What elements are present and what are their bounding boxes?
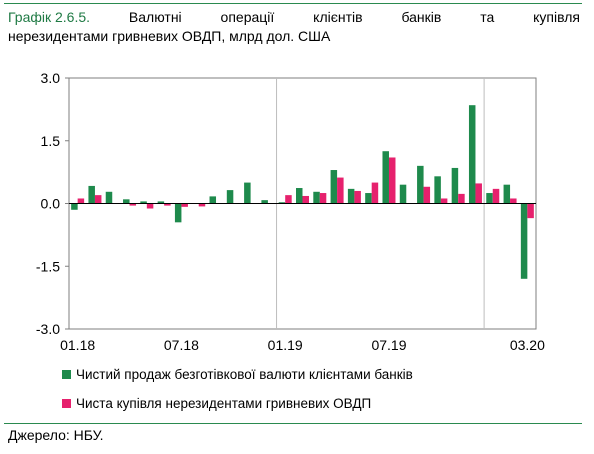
- bar-series-1: [244, 182, 251, 204]
- bar-series-2: [146, 203, 154, 209]
- bar-series-2: [371, 182, 379, 204]
- bar-series-1: [296, 188, 303, 204]
- bar-series-2: [527, 203, 534, 219]
- bar-series-1: [278, 202, 286, 204]
- bar-series-1: [434, 176, 441, 204]
- title-word: та: [480, 9, 495, 25]
- bar-series-1: [88, 185, 95, 204]
- source-note: Джерело: НБУ.: [8, 427, 104, 443]
- y-tick-label: -3.0: [36, 321, 60, 337]
- bar-series-2: [319, 193, 327, 204]
- bar-series-2: [198, 203, 206, 207]
- legend-label-series-2: Чиста купівля нерезидентами гривневих ОВ…: [76, 396, 372, 411]
- title-word: банків: [401, 9, 442, 25]
- bar-series-2: [94, 195, 102, 204]
- bar-series-2: [337, 177, 344, 204]
- bar-series-1: [503, 184, 511, 204]
- x-tick-label: 01.19: [268, 337, 303, 353]
- bar-series-1: [468, 105, 476, 204]
- bar-series-2: [181, 203, 188, 207]
- bar-series-1: [520, 203, 528, 279]
- bar-series-1: [140, 201, 147, 204]
- y-tick-label: 3.0: [41, 70, 61, 86]
- bar-series-1: [174, 203, 182, 223]
- bar-series-1: [382, 151, 389, 204]
- top-rule: [4, 3, 582, 4]
- title-line-2: нерезидентами гривневих ОВДП, млрд дол. …: [8, 28, 331, 44]
- x-tick-label: 07.19: [371, 337, 406, 353]
- bar-series-1: [105, 191, 113, 204]
- legend-swatch-series-1: [62, 370, 71, 379]
- title-word: операції: [220, 9, 275, 25]
- bar-series-2: [475, 183, 482, 204]
- title-word: клієнтів: [313, 9, 363, 25]
- bar-series-1: [313, 191, 320, 204]
- legend-swatch-series-2: [62, 399, 71, 408]
- bar-series-2: [285, 195, 292, 204]
- bar-series-1: [365, 193, 372, 204]
- bar-series-2: [354, 190, 361, 204]
- chart-title: Графік 2.6.5. Валютні операції клієнтів …: [8, 8, 580, 46]
- bar-series-1: [347, 188, 355, 204]
- bar-series-1: [157, 201, 165, 204]
- bar-series-2: [440, 198, 448, 204]
- y-tick-label: 0.0: [41, 196, 61, 212]
- bar-series-2: [510, 198, 517, 204]
- bar-series-2: [388, 157, 396, 204]
- x-tick-label: 01.18: [60, 337, 95, 353]
- bar-series-1: [71, 203, 78, 210]
- y-tick-label: -1.5: [36, 258, 60, 274]
- title-line-1: Графік 2.6.5. Валютні операції клієнтів …: [8, 8, 580, 27]
- bar-series-1: [261, 200, 268, 204]
- bar-series-1: [451, 167, 459, 204]
- y-tick-label: 1.5: [41, 133, 61, 149]
- title-label: Графік 2.6.5.: [8, 9, 91, 25]
- bar-series-2: [164, 203, 171, 206]
- bar-series-2: [423, 186, 431, 204]
- bar-series-1: [330, 170, 338, 204]
- legend-label-series-1: Чистий продаж безготівкової валюти клієн…: [76, 367, 413, 382]
- bar-series-1: [226, 190, 234, 204]
- bar-series-1: [123, 199, 130, 204]
- bottom-rule: [4, 423, 582, 424]
- x-tick-label: 07.18: [164, 337, 199, 353]
- bar-series-1: [417, 165, 424, 204]
- legend-item-series-1: Чистий продаж безготівкової валюти клієн…: [62, 367, 413, 382]
- bar-series-1: [399, 184, 407, 204]
- bar-series-2: [77, 198, 85, 204]
- x-tick-label: 03.20: [510, 337, 545, 353]
- bar-series-2: [492, 188, 500, 204]
- bar-series-2: [458, 193, 465, 204]
- legend-item-series-2: Чиста купівля нерезидентами гривневих ОВ…: [62, 396, 371, 411]
- bar-series-1: [486, 193, 493, 204]
- bar-series-1: [209, 196, 217, 204]
- title-word: Валютні: [128, 9, 182, 25]
- bar-series-2: [302, 195, 309, 204]
- title-word: купівля: [533, 9, 580, 25]
- bar-series-2: [129, 203, 137, 206]
